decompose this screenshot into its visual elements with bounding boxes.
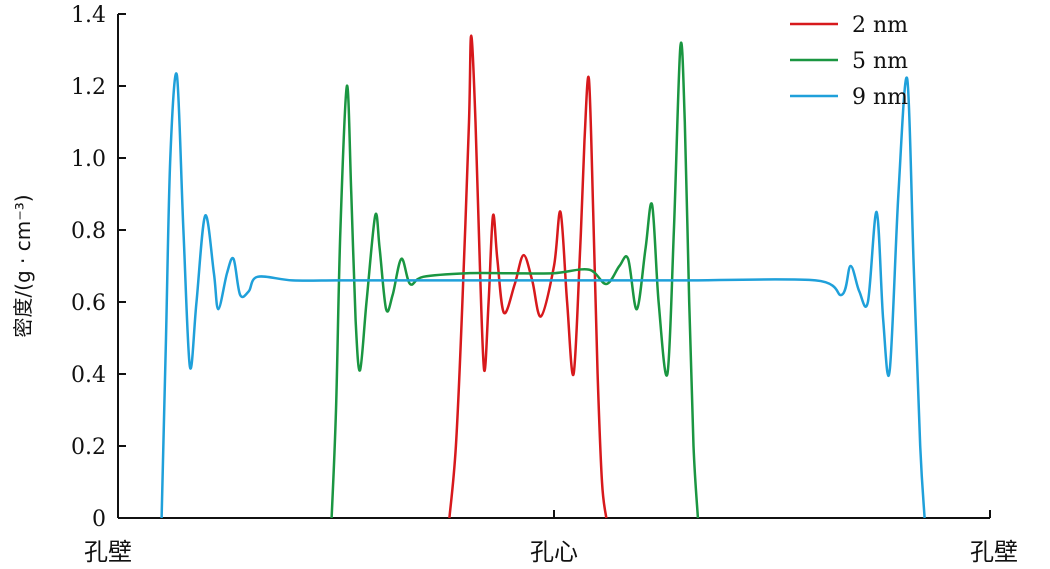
legend-label: 5 nm [852,49,908,74]
x-category-label: 孔壁 [970,538,1018,566]
y-tick-label: 0.6 [71,291,106,316]
legend-label: 9 nm [852,85,908,110]
series-line-1 [448,34,608,519]
legend-label: 2 nm [852,13,908,38]
x-category-label: 孔壁 [84,538,132,566]
y-ticks: 0 0.2 0.4 0.6 0.8 1.0 1.2 1.4 [71,3,126,532]
y-tick-label: 0.8 [71,219,106,244]
y-tick-label: 0 [92,507,106,532]
series-lines [160,34,926,519]
y-axis-label: 密度/(g · cm⁻³) [11,194,35,337]
series-line-2 [330,41,700,519]
y-tick-label: 0.2 [71,435,106,460]
x-category-labels: 孔壁 孔心 孔壁 [84,510,1018,566]
y-tick-label: 1.4 [71,3,106,28]
y-tick-label: 0.4 [71,363,106,388]
series-line-3 [160,72,926,519]
legend: 2 nm 5 nm 9 nm [790,13,908,110]
x-category-label: 孔心 [530,538,578,566]
y-tick-label: 1.0 [71,147,106,172]
y-tick-label: 1.2 [71,75,106,100]
